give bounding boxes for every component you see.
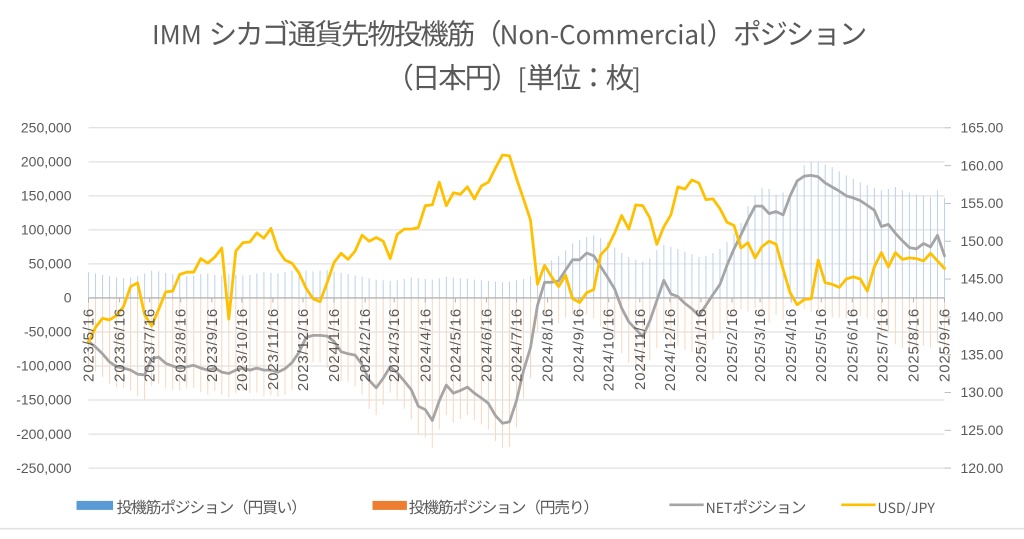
svg-text:145.00: 145.00 <box>961 271 1004 287</box>
svg-text:150,000: 150,000 <box>21 188 72 204</box>
svg-text:2023/12/16: 2023/12/16 <box>295 308 312 391</box>
svg-text:2025/5/16: 2025/5/16 <box>813 308 830 382</box>
svg-text:165.00: 165.00 <box>961 120 1004 136</box>
svg-text:160.00: 160.00 <box>961 157 1004 173</box>
svg-text:2023/7/16: 2023/7/16 <box>142 308 159 382</box>
svg-text:2024/5/16: 2024/5/16 <box>447 308 464 382</box>
svg-text:100,000: 100,000 <box>21 222 72 238</box>
svg-text:135.00: 135.00 <box>961 346 1004 362</box>
svg-text:2025/7/16: 2025/7/16 <box>874 308 891 382</box>
svg-text:130.00: 130.00 <box>961 384 1004 400</box>
svg-text:-250,000: -250,000 <box>16 460 71 476</box>
svg-text:0: 0 <box>64 290 72 306</box>
svg-text:50,000: 50,000 <box>29 256 72 272</box>
svg-text:150.00: 150.00 <box>961 233 1004 249</box>
svg-text:2023/8/16: 2023/8/16 <box>173 308 190 382</box>
svg-text:2024/6/16: 2024/6/16 <box>478 308 495 382</box>
svg-text:2025/2/16: 2025/2/16 <box>724 308 741 382</box>
svg-text:2025/8/16: 2025/8/16 <box>905 308 922 382</box>
svg-text:2025/3/16: 2025/3/16 <box>752 308 769 382</box>
svg-text:-200,000: -200,000 <box>16 426 71 442</box>
svg-text:155.00: 155.00 <box>961 195 1004 211</box>
svg-text:2025/4/16: 2025/4/16 <box>783 308 800 382</box>
svg-text:2024/8/16: 2024/8/16 <box>540 308 557 382</box>
svg-text:-50,000: -50,000 <box>24 324 72 340</box>
svg-text:125.00: 125.00 <box>961 422 1004 438</box>
svg-text:2023/6/16: 2023/6/16 <box>112 308 129 382</box>
svg-text:2023/5/16: 2023/5/16 <box>81 308 98 382</box>
svg-text:-150,000: -150,000 <box>16 392 71 408</box>
svg-text:2024/1/16: 2024/1/16 <box>326 308 343 382</box>
svg-text:2024/4/16: 2024/4/16 <box>417 308 434 382</box>
svg-text:2024/10/16: 2024/10/16 <box>601 308 618 391</box>
svg-text:2024/11/16: 2024/11/16 <box>632 308 649 390</box>
svg-text:2024/12/16: 2024/12/16 <box>662 308 679 391</box>
svg-text:-100,000: -100,000 <box>16 358 71 374</box>
svg-text:2023/10/16: 2023/10/16 <box>234 308 251 391</box>
svg-text:2023/11/16: 2023/11/16 <box>265 308 282 390</box>
svg-text:2024/9/16: 2024/9/16 <box>571 308 588 382</box>
svg-text:200,000: 200,000 <box>21 154 72 170</box>
svg-text:2025/1/16: 2025/1/16 <box>693 308 710 382</box>
svg-text:2025/9/16: 2025/9/16 <box>937 308 954 382</box>
svg-text:2023/9/16: 2023/9/16 <box>204 308 221 382</box>
svg-text:140.00: 140.00 <box>961 309 1004 325</box>
svg-text:250,000: 250,000 <box>21 120 72 136</box>
svg-text:2025/6/16: 2025/6/16 <box>844 308 861 382</box>
svg-text:2024/7/16: 2024/7/16 <box>509 308 526 382</box>
svg-text:2024/3/16: 2024/3/16 <box>386 308 403 382</box>
svg-text:2024/2/16: 2024/2/16 <box>357 308 374 382</box>
svg-text:120.00: 120.00 <box>961 460 1004 476</box>
